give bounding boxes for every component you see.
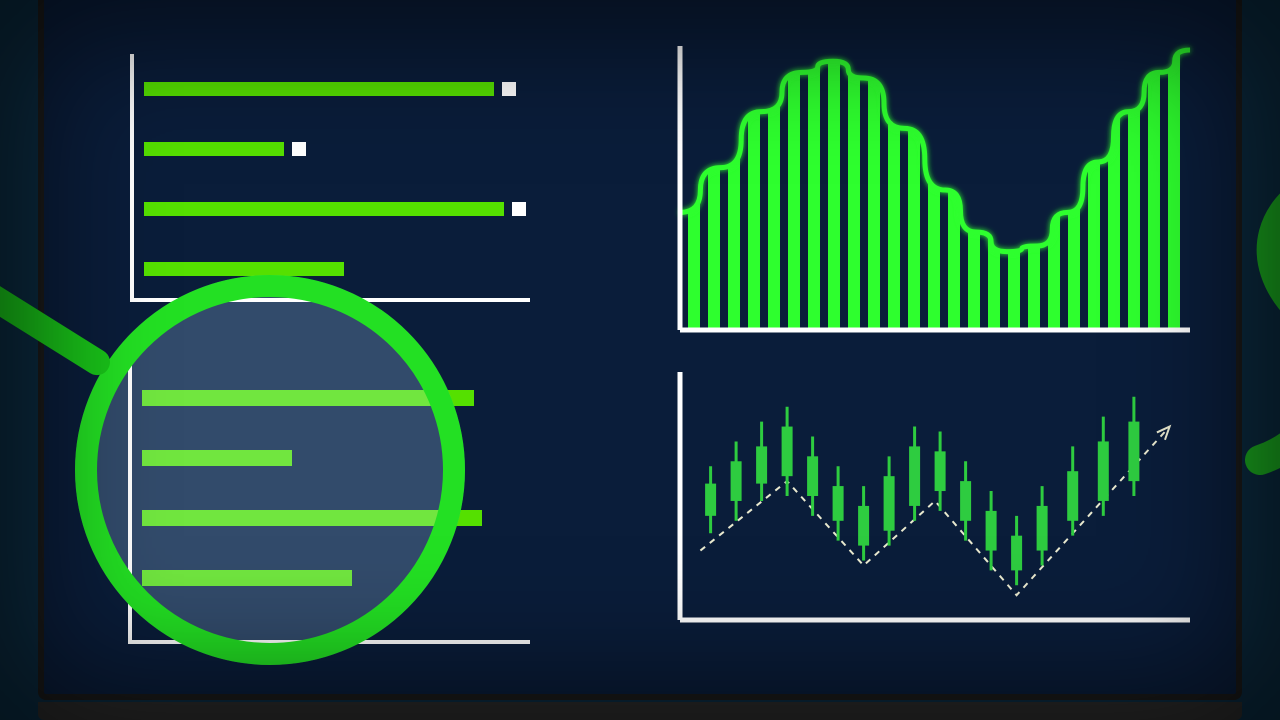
bar	[142, 450, 292, 466]
bar-end-marker	[502, 82, 516, 96]
column-bar	[828, 50, 840, 330]
candle-body	[884, 476, 895, 531]
bar-end-marker	[512, 202, 526, 216]
monitor-base	[38, 702, 1242, 720]
column-bar	[1088, 50, 1100, 330]
candle-body	[1128, 422, 1139, 482]
candle-body	[756, 446, 767, 483]
bar	[142, 390, 474, 406]
column-bar	[788, 50, 800, 330]
bar	[144, 262, 344, 276]
candle-body	[807, 456, 818, 496]
candle-body	[705, 484, 716, 516]
candle-body	[986, 511, 997, 551]
candle-body	[782, 427, 793, 477]
axis-y	[128, 348, 132, 640]
column-bar	[1148, 50, 1160, 330]
candle-body	[935, 451, 946, 491]
candle-body	[833, 486, 844, 521]
column-bar	[768, 50, 780, 330]
column-bar	[1068, 50, 1080, 330]
column-bar	[728, 50, 740, 330]
column-bar	[888, 50, 900, 330]
column-bar	[848, 50, 860, 330]
bar	[144, 142, 284, 156]
bar	[142, 510, 482, 526]
column-bar	[868, 50, 880, 330]
column-bar	[1028, 50, 1040, 330]
column-bar	[968, 50, 980, 330]
candle-body	[1037, 506, 1048, 551]
column-bar	[1168, 50, 1180, 330]
column-bar	[1008, 50, 1020, 330]
column-bar	[808, 50, 820, 330]
candle-body	[1067, 471, 1078, 521]
bar-end-marker	[292, 142, 306, 156]
axis-x	[128, 640, 530, 644]
candle-body	[1098, 441, 1109, 501]
bar	[144, 202, 504, 216]
column-bar	[708, 50, 720, 330]
column-bar	[1128, 50, 1140, 330]
column-bar	[988, 50, 1000, 330]
bar	[142, 570, 352, 586]
candle-body	[1011, 536, 1022, 571]
column-bar	[1048, 50, 1060, 330]
column-bar	[1108, 50, 1120, 330]
candle-body	[960, 481, 971, 521]
column-bar	[748, 50, 760, 330]
bar	[144, 82, 494, 96]
candle-body	[909, 446, 920, 506]
wave-svg	[670, 40, 1200, 340]
axis-x	[130, 298, 530, 302]
candle-body	[858, 506, 869, 546]
candlestick-svg	[670, 362, 1200, 630]
candle-body	[731, 461, 742, 501]
axis-y	[130, 54, 134, 298]
column-bar	[908, 50, 920, 330]
